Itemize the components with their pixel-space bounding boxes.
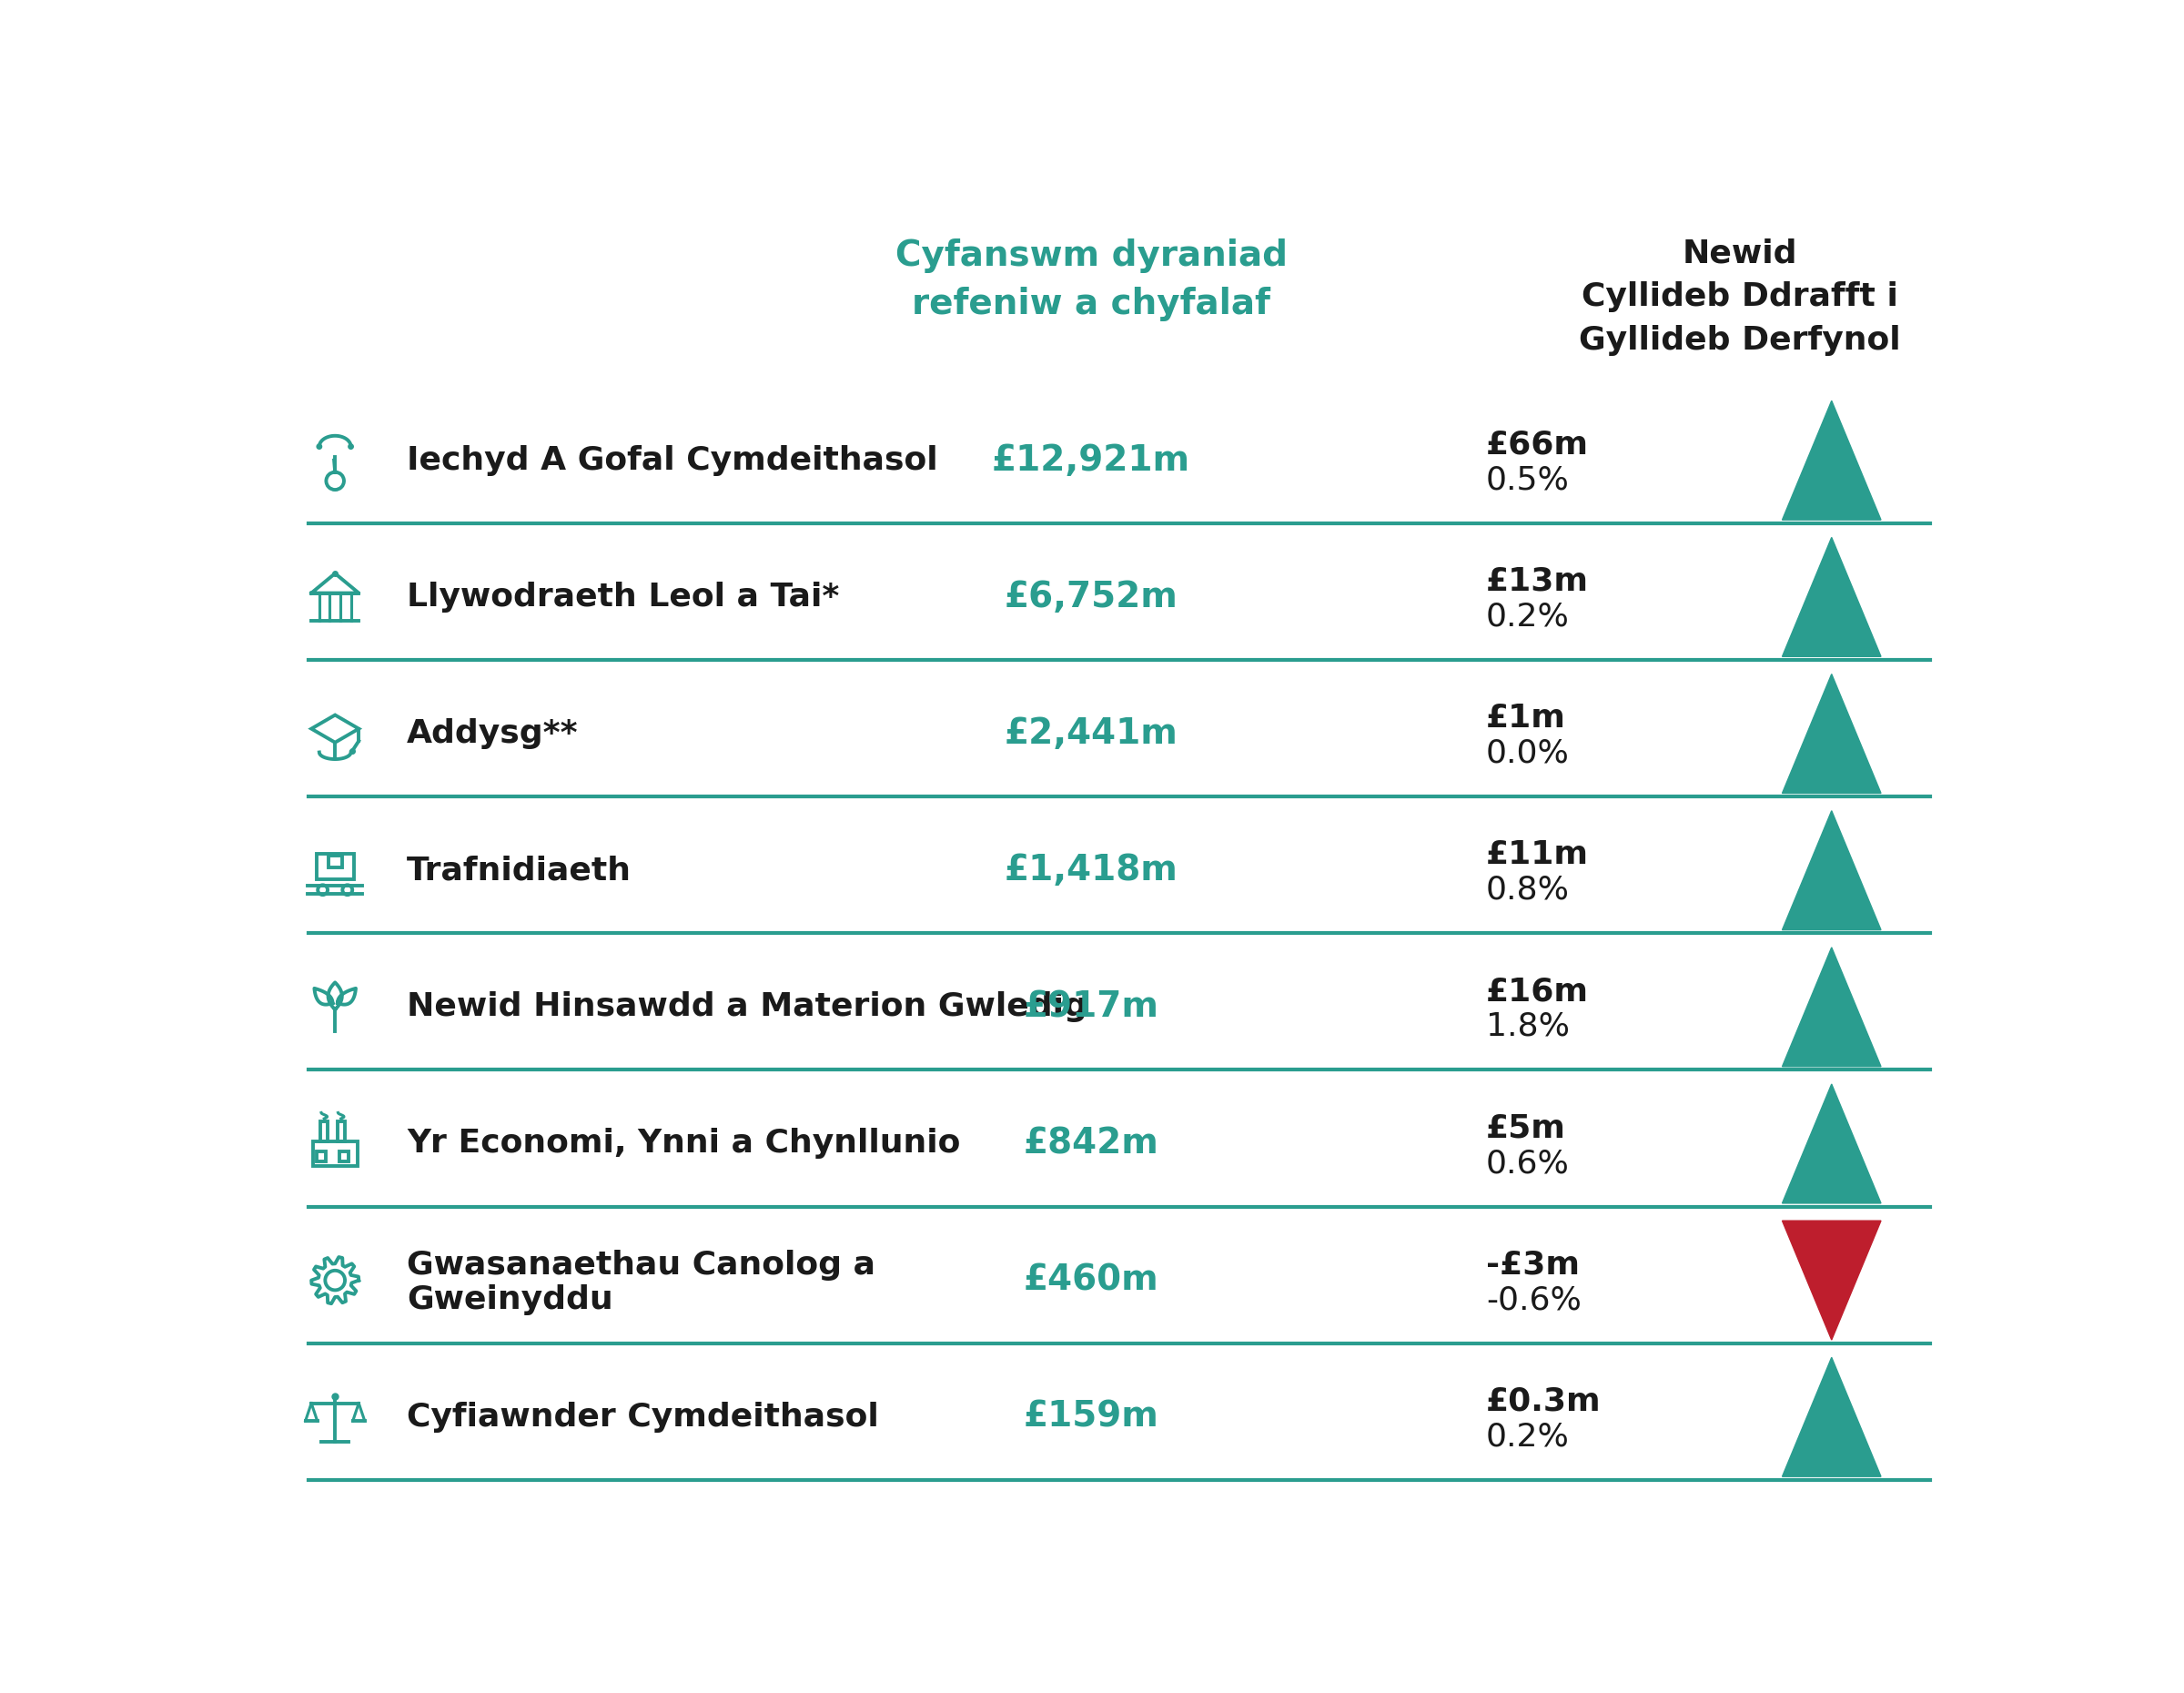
Bar	[321, 1121, 328, 1141]
Text: £16m: £16m	[1485, 977, 1590, 1007]
Polygon shape	[1782, 948, 1880, 1067]
Text: Newid
Cyllideb Ddrafft i
Gyllideb Derfynol: Newid Cyllideb Ddrafft i Gyllideb Derfyn…	[1579, 239, 1900, 356]
Text: Newid Hinsawdd a Materion Gwledig: Newid Hinsawdd a Materion Gwledig	[406, 992, 1088, 1023]
Bar	[339, 1121, 345, 1141]
Polygon shape	[1782, 811, 1880, 929]
Text: £917m: £917m	[1024, 990, 1160, 1024]
Text: Yr Economi, Ynni a Chynllunio: Yr Economi, Ynni a Chynllunio	[406, 1128, 961, 1160]
Text: 0.5%: 0.5%	[1485, 464, 1570, 496]
Text: Llywodraeth Leol a Tai*: Llywodraeth Leol a Tai*	[406, 581, 839, 613]
Circle shape	[317, 444, 321, 449]
Text: 0.8%: 0.8%	[1485, 875, 1570, 906]
Polygon shape	[1782, 537, 1880, 657]
Text: £12,921m: £12,921m	[992, 444, 1190, 477]
Text: Gwasanaethau Canolog a: Gwasanaethau Canolog a	[406, 1249, 876, 1280]
Text: 0.2%: 0.2%	[1485, 1420, 1570, 1453]
Bar	[317, 1151, 325, 1161]
Bar	[312, 1141, 358, 1166]
Text: 0.0%: 0.0%	[1485, 738, 1570, 769]
Text: £1,418m: £1,418m	[1005, 853, 1177, 887]
Text: -£3m: -£3m	[1485, 1249, 1579, 1280]
Text: Cyfanswm dyraniad
refeniw a chyfalaf: Cyfanswm dyraniad refeniw a chyfalaf	[895, 239, 1286, 322]
Bar	[339, 1151, 349, 1161]
Polygon shape	[1782, 1358, 1880, 1476]
Text: 0.2%: 0.2%	[1485, 601, 1570, 631]
Text: -0.6%: -0.6%	[1485, 1285, 1581, 1315]
Text: £842m: £842m	[1024, 1126, 1160, 1161]
Text: £0.3m: £0.3m	[1485, 1387, 1601, 1417]
Text: Trafnidiaeth: Trafnidiaeth	[406, 855, 631, 885]
Bar	[328, 855, 343, 867]
Text: £5m: £5m	[1485, 1112, 1566, 1144]
Text: £66m: £66m	[1485, 430, 1590, 460]
Text: Iechyd A Gofal Cymdeithasol: Iechyd A Gofal Cymdeithasol	[406, 445, 939, 476]
Text: £6,752m: £6,752m	[1005, 579, 1177, 615]
Text: £159m: £159m	[1024, 1400, 1160, 1434]
Text: Cyfiawnder Cymdeithasol: Cyfiawnder Cymdeithasol	[406, 1402, 878, 1432]
Polygon shape	[1782, 1221, 1880, 1339]
Text: Gweinyddu: Gweinyddu	[406, 1285, 614, 1315]
Polygon shape	[1782, 401, 1880, 520]
Text: 0.6%: 0.6%	[1485, 1148, 1570, 1178]
Text: £1m: £1m	[1485, 703, 1566, 733]
Text: £2,441m: £2,441m	[1005, 716, 1177, 752]
Text: £460m: £460m	[1024, 1263, 1160, 1297]
Polygon shape	[1782, 674, 1880, 794]
Text: Addysg**: Addysg**	[406, 718, 579, 748]
Circle shape	[349, 444, 354, 449]
Polygon shape	[1782, 1084, 1880, 1204]
Text: 1.8%: 1.8%	[1485, 1011, 1570, 1043]
Bar	[317, 853, 354, 879]
Text: £11m: £11m	[1485, 840, 1590, 870]
Text: £13m: £13m	[1485, 565, 1590, 598]
